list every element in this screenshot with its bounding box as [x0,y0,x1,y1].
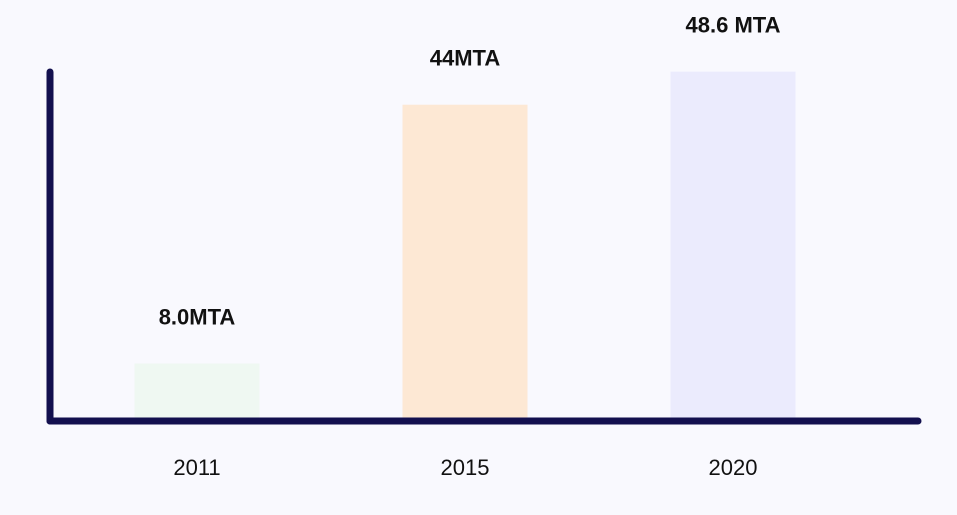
bar-2020 [670,71,796,421]
x-tick-label-2011: 2011 [173,455,220,480]
data-label-2020: 48.6 MTA [686,13,781,38]
bar-2015 [402,104,528,421]
x-tick-label-2020: 2020 [709,455,758,480]
axes-layer [46,68,922,425]
bars-layer [134,71,796,421]
data-label-2015: 44MTA [430,46,501,71]
bar-2011 [134,363,260,421]
x-tick-label-2015: 2015 [441,455,490,480]
labels-layer: 8.0MTA 2011 44MTA 2015 48.6 MTA 2020 [159,13,781,480]
data-label-2011: 8.0MTA [159,304,236,329]
